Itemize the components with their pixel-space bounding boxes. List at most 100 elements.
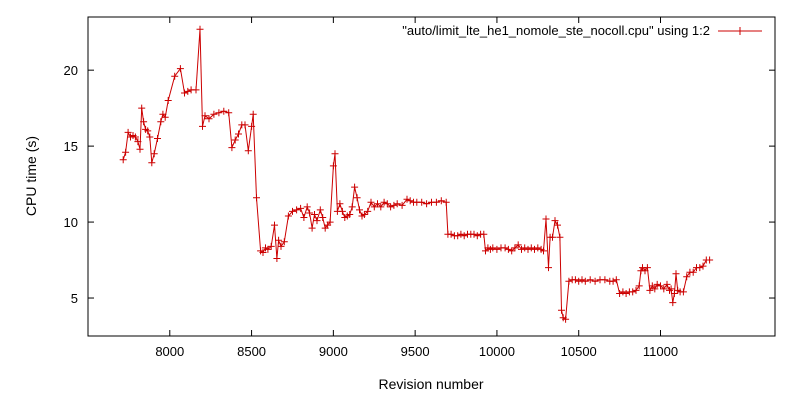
data-point	[551, 217, 559, 225]
data-point	[338, 207, 346, 215]
data-point	[524, 245, 532, 253]
data-point	[248, 122, 256, 130]
data-point	[454, 232, 462, 240]
data-point	[616, 290, 624, 297]
x-tick-label: 8000	[155, 344, 184, 359]
data-point	[562, 315, 570, 323]
data-point	[346, 211, 354, 218]
data-point	[144, 127, 152, 135]
data-point	[406, 197, 414, 205]
data-point	[549, 233, 556, 241]
data-point	[241, 121, 249, 129]
data-point	[297, 204, 305, 212]
data-point	[565, 277, 573, 285]
data-point	[306, 209, 314, 217]
data-point	[534, 244, 542, 252]
data-point	[271, 221, 278, 229]
data-point	[403, 195, 411, 203]
data-point	[184, 87, 192, 95]
data-point	[489, 244, 497, 252]
data-point	[632, 286, 640, 294]
data-point	[225, 109, 233, 117]
data-point	[622, 290, 630, 297]
data-point	[504, 245, 512, 253]
data-point	[683, 273, 691, 281]
data-point	[669, 299, 677, 307]
data-point	[205, 115, 213, 123]
data-point	[192, 86, 200, 94]
x-axis-label: Revision number	[378, 376, 483, 392]
data-point	[231, 136, 239, 144]
data-point	[542, 215, 550, 223]
data-point	[601, 276, 609, 284]
data-point	[249, 110, 257, 118]
data-point	[699, 262, 707, 270]
data-point	[136, 145, 144, 153]
x-axis-ticks: 8000 8500 9000 9500 10000 10500 11000	[155, 17, 678, 359]
data-point	[706, 256, 714, 264]
data-point	[210, 110, 218, 118]
data-point	[501, 244, 509, 252]
data-point	[353, 194, 361, 202]
data-point	[629, 288, 637, 296]
data-point	[521, 244, 529, 252]
data-point	[480, 230, 488, 238]
data-point	[571, 276, 579, 284]
data-point	[196, 25, 204, 33]
data-point	[264, 245, 272, 253]
data-point	[545, 264, 552, 272]
data-point	[646, 286, 654, 294]
data-point	[280, 238, 288, 246]
data-point	[672, 270, 680, 278]
data-point	[253, 194, 260, 202]
data-point	[377, 203, 385, 211]
data-point	[653, 280, 661, 288]
data-point	[470, 230, 478, 238]
data-point	[619, 288, 627, 296]
data-point	[398, 201, 406, 209]
data-point	[660, 285, 668, 293]
legend: "auto/limit_lte_he1_nomole_ste_nocoll.cp…	[402, 23, 762, 38]
data-point	[437, 197, 445, 205]
data-point	[460, 232, 468, 240]
data-point	[508, 247, 516, 255]
data-point	[348, 203, 356, 211]
data-point	[651, 285, 659, 293]
data-point	[556, 233, 564, 241]
data-point	[383, 200, 391, 208]
data-point	[540, 247, 547, 255]
data-point	[150, 150, 158, 158]
data-point	[581, 277, 589, 285]
legend-label: "auto/limit_lte_he1_nomole_ste_nocoll.cp…	[402, 23, 710, 38]
data-point	[635, 282, 643, 290]
data-point	[201, 112, 209, 120]
data-point	[364, 207, 372, 215]
data-point	[360, 211, 368, 218]
data-point	[311, 211, 318, 218]
data-point	[164, 97, 172, 104]
data-point	[329, 162, 337, 170]
data-point	[578, 276, 586, 284]
x-tick-label: 10000	[479, 344, 515, 359]
plot-frame	[87, 16, 776, 337]
y-tick-label: 20	[64, 63, 78, 78]
data-point	[387, 203, 395, 211]
data-point	[679, 288, 687, 296]
x-tick-label: 10500	[561, 344, 597, 359]
data-point	[554, 221, 561, 229]
data-point	[591, 277, 599, 285]
data-point	[558, 306, 565, 314]
x-tick-label: 9500	[401, 344, 430, 359]
data-point	[235, 130, 242, 138]
data-point	[374, 200, 381, 208]
data-point	[447, 230, 455, 238]
data-point	[667, 285, 675, 293]
data-point	[586, 276, 594, 284]
data-point	[670, 290, 678, 297]
data-point	[259, 249, 267, 256]
legend-marker	[736, 27, 744, 35]
data-point	[609, 277, 617, 285]
data-point	[367, 198, 375, 206]
data-point	[275, 236, 283, 244]
data-point	[273, 255, 281, 262]
